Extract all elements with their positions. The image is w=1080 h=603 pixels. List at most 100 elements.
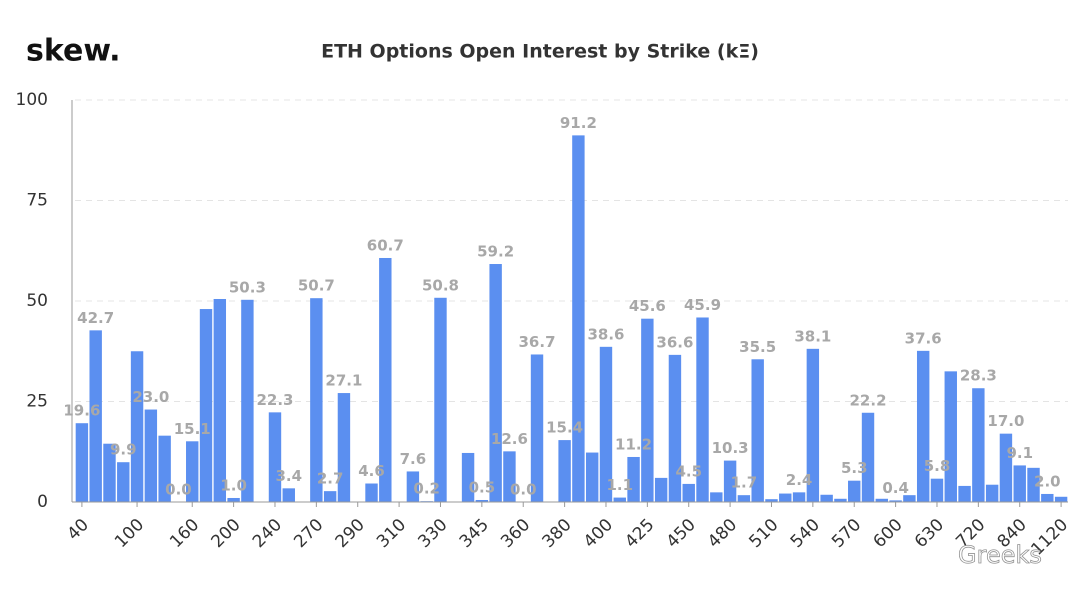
data-label: 23.0 <box>132 388 169 406</box>
data-label: 17.0 <box>987 412 1024 430</box>
bar <box>723 460 737 502</box>
data-label: 22.3 <box>256 391 293 409</box>
bar <box>682 483 695 502</box>
bar <box>241 299 254 502</box>
data-label: 91.2 <box>560 114 597 132</box>
data-label: 0.5 <box>469 478 496 496</box>
data-label: 50.8 <box>422 276 459 294</box>
data-label: 15.4 <box>546 419 583 437</box>
bar <box>848 480 861 502</box>
bar <box>310 298 323 502</box>
x-tick-label: 160 <box>166 515 203 552</box>
data-label: 19.6 <box>63 402 100 420</box>
bar <box>337 393 351 502</box>
bar <box>999 433 1013 502</box>
data-label: 59.2 <box>477 243 514 261</box>
bar <box>737 495 751 502</box>
data-label: 4.5 <box>675 462 702 480</box>
data-label: 38.6 <box>587 325 624 343</box>
bar <box>186 441 199 502</box>
bar <box>158 435 171 502</box>
bar <box>985 484 999 502</box>
watermark: Greeks <box>958 541 1042 569</box>
data-label: 35.5 <box>739 338 776 356</box>
x-tick-label: 630 <box>911 515 948 552</box>
bar <box>1041 493 1054 502</box>
bar <box>903 495 916 502</box>
data-label: 1.1 <box>606 476 633 494</box>
x-tick-label: 380 <box>539 515 576 552</box>
data-label: 36.7 <box>519 333 556 351</box>
bar <box>282 488 295 502</box>
bar <box>1054 496 1068 502</box>
data-label: 22.2 <box>850 391 887 409</box>
x-tick-label: 100 <box>111 515 148 552</box>
bar <box>89 330 102 502</box>
bar <box>227 497 240 502</box>
data-label: 7.6 <box>400 450 427 468</box>
x-tick-label: 40 <box>64 515 93 544</box>
bar <box>199 309 213 502</box>
bar <box>103 443 116 502</box>
data-label: 1.7 <box>731 474 758 492</box>
x-tick-label: 510 <box>745 515 782 552</box>
bar <box>958 485 971 502</box>
bar <box>572 135 585 502</box>
bar <box>144 409 158 502</box>
bar <box>379 257 392 502</box>
x-tick-label: 480 <box>704 515 741 552</box>
chart-title: ETH Options Open Interest by Strike (kΞ) <box>321 41 759 63</box>
data-label: 11.2 <box>615 435 652 453</box>
bar <box>834 498 847 502</box>
x-tick-label: 240 <box>249 515 286 552</box>
bar <box>820 494 833 502</box>
y-tick-label: 25 <box>26 392 48 412</box>
y-tick-label: 0 <box>37 492 48 512</box>
x-tick-label: 450 <box>663 515 700 552</box>
x-tick-label: 330 <box>414 515 451 552</box>
data-label: 2.7 <box>317 470 344 488</box>
bar <box>765 499 778 502</box>
bar <box>613 497 626 502</box>
data-label: 9.1 <box>1006 444 1033 462</box>
x-tick-label: 425 <box>621 515 658 552</box>
bar <box>75 423 89 502</box>
data-label: 1.0 <box>220 476 247 494</box>
bar <box>861 412 875 502</box>
data-label: 36.6 <box>656 333 693 351</box>
bar <box>530 354 544 502</box>
data-label: 60.7 <box>367 236 404 254</box>
bar <box>930 478 944 502</box>
data-label: 45.6 <box>629 297 666 315</box>
x-tick-label: 400 <box>580 515 617 552</box>
data-label: 0.0 <box>510 481 537 499</box>
bar <box>213 298 227 502</box>
x-tick-label: 345 <box>456 515 493 552</box>
x-tick-label: 360 <box>497 515 534 552</box>
bar <box>503 451 516 502</box>
data-label: 4.6 <box>358 462 385 480</box>
data-label: 28.3 <box>960 367 997 385</box>
bar <box>627 456 640 502</box>
x-tick-label: 570 <box>828 515 865 552</box>
brand: skew. <box>26 34 121 69</box>
bar <box>461 452 475 502</box>
bar <box>434 297 447 502</box>
bar <box>323 491 337 502</box>
data-label: 0.0 <box>165 481 192 499</box>
x-tick-label: 290 <box>332 515 369 552</box>
data-label: 0.2 <box>413 480 440 498</box>
y-tick-label: 100 <box>16 90 48 110</box>
bar <box>1027 467 1040 502</box>
data-label: 27.1 <box>325 372 362 390</box>
x-tick-label: 310 <box>373 515 410 552</box>
bar <box>779 493 792 502</box>
data-label: 15.1 <box>174 420 211 438</box>
bar <box>268 412 282 502</box>
bar <box>972 388 985 502</box>
bar <box>1013 465 1026 502</box>
data-label: 12.6 <box>491 430 528 448</box>
bar <box>654 477 668 502</box>
bar <box>806 348 820 502</box>
